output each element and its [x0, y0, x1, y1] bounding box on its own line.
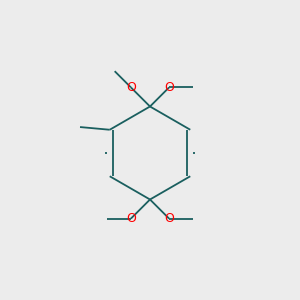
Text: O: O	[164, 81, 174, 94]
Text: O: O	[126, 212, 136, 225]
Text: O: O	[164, 212, 174, 225]
Text: O: O	[126, 81, 136, 94]
